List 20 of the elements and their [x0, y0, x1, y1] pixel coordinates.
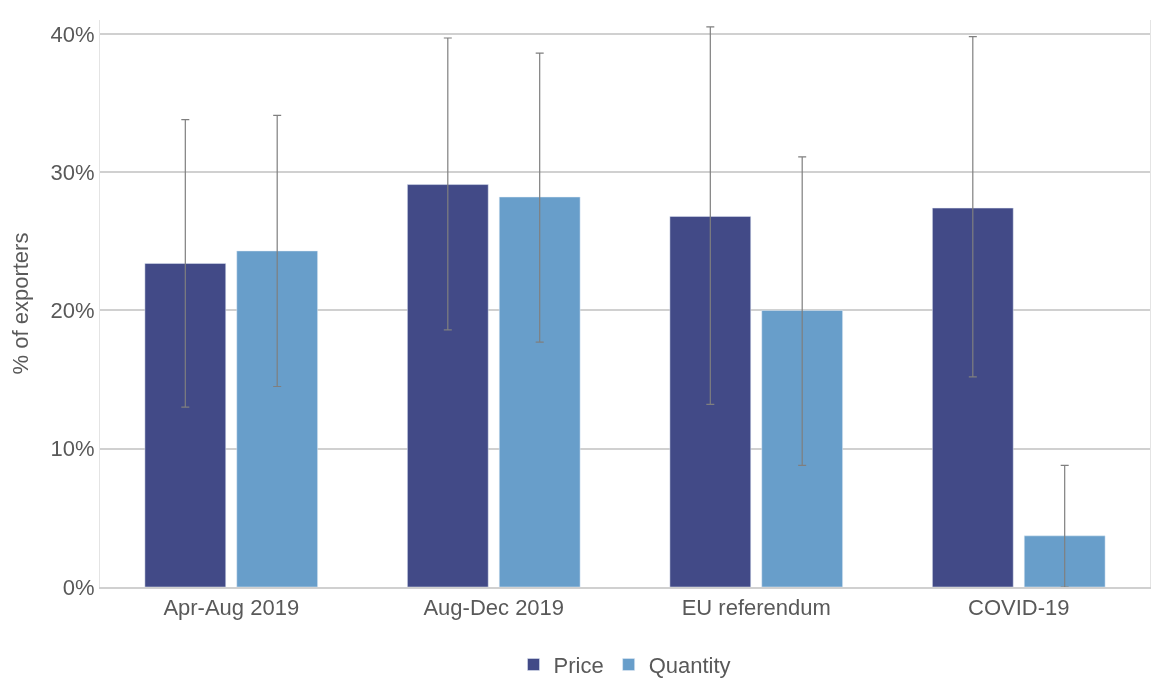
y-tick-label: 30% — [50, 159, 95, 185]
bar — [669, 216, 751, 587]
y-tick-label: 40% — [50, 21, 95, 47]
legend-label: Price — [553, 653, 604, 679]
y-tick-label: 10% — [50, 436, 95, 462]
bar — [236, 250, 318, 587]
bar — [932, 207, 1014, 587]
x-tick-label: Apr-Aug 2019 — [163, 595, 300, 621]
y-tick-label: 0% — [62, 574, 95, 600]
bar — [144, 263, 226, 587]
legend-label: Quantity — [648, 653, 731, 679]
x-tick-label: COVID-19 — [968, 595, 1070, 621]
x-tick-label: Aug-Dec 2019 — [423, 595, 565, 621]
bar — [407, 184, 489, 587]
y-tick-label: 20% — [50, 298, 95, 324]
bar — [1024, 535, 1106, 587]
bar — [499, 196, 581, 587]
bar — [761, 310, 843, 587]
y-axis-title: % of exporters — [8, 232, 34, 375]
x-tick-label: EU referendum — [681, 595, 831, 621]
